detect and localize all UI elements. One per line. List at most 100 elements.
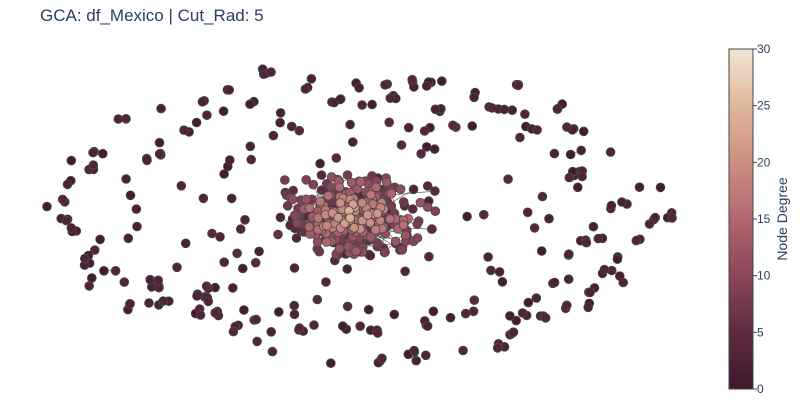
graph-node: [202, 110, 212, 120]
graph-node: [634, 182, 645, 193]
graph-node: [407, 74, 418, 85]
graph-node: [145, 274, 156, 285]
colorbar-tick-label: 5: [757, 325, 764, 339]
graph-node: [385, 93, 396, 103]
graph-node: [232, 248, 242, 259]
graph-node: [119, 277, 130, 287]
graph-node: [618, 277, 628, 288]
graph-node: [316, 185, 327, 196]
graph-node: [612, 254, 623, 265]
graph-node: [428, 306, 439, 317]
graph-node: [408, 184, 419, 195]
graph-node: [304, 222, 315, 232]
graph-node: [228, 326, 239, 337]
colorbar-title: Node Degree: [774, 177, 790, 260]
graph-node: [335, 198, 346, 208]
graph-node: [458, 345, 468, 356]
graph-node: [460, 308, 471, 319]
graph-node: [427, 224, 437, 234]
graph-node: [357, 100, 367, 110]
graph-node: [250, 257, 261, 268]
graph-node: [61, 215, 72, 226]
graph-node: [219, 169, 229, 179]
graph-node: [321, 277, 331, 287]
graph-node: [373, 238, 384, 249]
graph-node: [218, 106, 229, 116]
graph-node: [289, 309, 300, 320]
graph-node: [301, 194, 312, 205]
graph-node: [365, 232, 376, 242]
graph-node: [323, 190, 334, 201]
graph-node: [544, 213, 554, 224]
graph-node: [326, 182, 336, 192]
graph-node: [266, 326, 277, 337]
graph-node: [552, 104, 563, 114]
graph-node: [312, 294, 323, 305]
graph-node: [605, 147, 616, 157]
graph-node: [131, 204, 142, 214]
graph-node: [87, 273, 97, 283]
graph-node: [593, 233, 604, 244]
graph-node: [315, 196, 326, 207]
graph-node: [422, 321, 433, 331]
graph-node: [57, 194, 68, 205]
graph-node: [301, 175, 312, 185]
graph-node: [347, 137, 358, 147]
graph-node: [520, 109, 530, 119]
graph-node: [333, 212, 343, 223]
graph-node: [342, 301, 353, 312]
graph-node: [572, 182, 583, 193]
graph-node: [606, 200, 617, 211]
graph-node: [430, 104, 441, 115]
graph-node: [497, 276, 508, 287]
graph-node: [154, 149, 165, 159]
graph-node: [655, 182, 666, 193]
graph-node: [468, 306, 479, 317]
graph-node: [315, 158, 325, 169]
graph-node: [225, 155, 235, 165]
graph-node: [576, 145, 586, 156]
graph-node: [536, 246, 547, 256]
graph-node: [289, 263, 300, 273]
graph-node: [532, 125, 542, 135]
graph-node: [268, 130, 279, 141]
colorbar-gradient: [728, 48, 754, 390]
graph-node: [314, 246, 325, 257]
graph-node: [499, 104, 510, 115]
graph-node: [415, 197, 426, 208]
graph-node: [540, 313, 551, 323]
graph-node: [412, 219, 423, 229]
graph-node: [513, 80, 523, 91]
graph-node: [398, 220, 409, 230]
graph-node: [121, 114, 131, 124]
graph-node: [84, 281, 94, 291]
graph-node: [462, 211, 472, 222]
graph-node: [424, 251, 434, 262]
graph-node: [412, 233, 423, 243]
graph-node: [172, 262, 182, 273]
graph-node: [321, 237, 332, 247]
graph-node: [337, 321, 348, 331]
graph-node: [430, 186, 440, 196]
graph-node: [396, 140, 407, 150]
graph-node: [66, 155, 77, 166]
graph-node: [240, 215, 250, 225]
graph-node: [226, 193, 237, 204]
graph-node: [381, 177, 392, 188]
graph-node: [197, 97, 208, 107]
graph-node: [492, 343, 503, 353]
graph-node: [517, 308, 528, 318]
graph-node: [279, 175, 290, 185]
graph-node: [563, 274, 574, 285]
graph-node: [210, 307, 221, 318]
graph-node: [467, 121, 478, 131]
graph-node: [289, 300, 300, 311]
graph-node: [351, 246, 361, 256]
graph-node: [363, 304, 374, 315]
graph-node: [273, 229, 283, 240]
graph-node: [345, 119, 355, 130]
graph-node: [522, 207, 533, 218]
graph-node: [422, 181, 433, 191]
colorbar-tick-label: 30: [757, 42, 771, 56]
graph-node: [245, 141, 256, 152]
